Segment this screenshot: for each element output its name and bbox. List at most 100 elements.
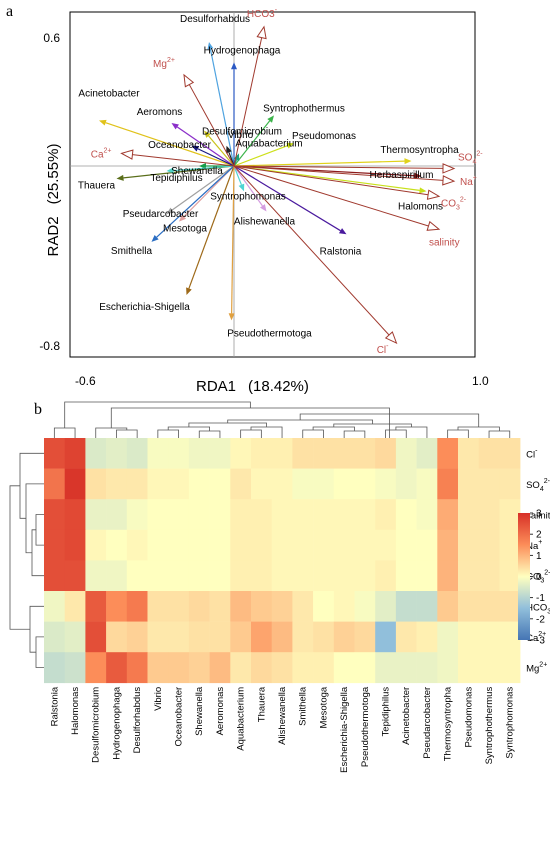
- species-label-shewanella: Shewanella: [171, 166, 223, 177]
- heatmap-cell-salinity-syntrophothermus: [478, 499, 500, 531]
- colorbar-ticks: 3 2 1 0 -1 -2 -3: [530, 509, 545, 647]
- column-label-shewanella: Shewanella: [194, 686, 205, 736]
- species-vector-ralstonia: [233, 165, 347, 235]
- heatmap-cell-mg-shewanella: [188, 652, 210, 684]
- env-label-na: Na+: [460, 175, 477, 188]
- species-vector-thauera: [116, 165, 235, 181]
- heatmap-cell-hco-vibrio: [147, 591, 169, 622]
- heatmap-cell-cl-hydrogenophaga: [106, 438, 128, 469]
- y-axis-title: RAD2(25.55%): [45, 144, 62, 257]
- env-vector-mg: [183, 73, 235, 167]
- heatmap-cell-co-aeromonas: [209, 560, 231, 592]
- row-label-cl: Cl-: [526, 447, 538, 460]
- colorbar-tick-6: -3: [536, 636, 545, 647]
- heatmap-cell-hco-hydrogenophaga: [106, 591, 128, 622]
- heatmap-cell-na-smithella: [292, 529, 314, 561]
- row-label-mg: Mg2+: [526, 662, 547, 675]
- heatmap-cell-so-oceanobacter: [168, 468, 190, 500]
- heatmap-cell-co-pseudothermotoga: [354, 560, 376, 592]
- heatmap-cell-so-escherichia-shigella: [333, 468, 355, 500]
- heatmap-cell-co-tepidiphilus: [375, 560, 397, 592]
- heatmap-cell-mg-acinetobacter: [395, 652, 417, 684]
- heatmap-cell-cl-acinetobacter: [395, 438, 417, 469]
- heatmap-cell-salinity-pseudarcobacter: [416, 499, 438, 531]
- heatmap-cell-ca-aeromonas: [209, 621, 231, 653]
- column-label-acinetobacter: Acinetobacter: [401, 687, 412, 745]
- heatmap-cell-so-mesotoga: [313, 468, 335, 500]
- column-label-vibrio: Vibrio: [153, 687, 164, 711]
- species-vector-halomons: [233, 165, 427, 194]
- heatmap-cell-co-vibrio: [147, 560, 169, 592]
- heatmap-cell-hco-thermosyntropha: [437, 591, 459, 622]
- heatmap-cell-salinity-desulforhabdus: [126, 499, 148, 531]
- heatmap-cell-mg-oceanobacter: [168, 652, 190, 684]
- heatmap-cell-hco-smithella: [292, 591, 314, 622]
- heatmap-cell-mg-pseudomonas: [458, 652, 479, 684]
- species-label-pseudomonas: Pseudomonas: [292, 131, 356, 142]
- heatmap-cell-mg-alishewanella: [271, 652, 293, 684]
- heatmap-cell-hco-acinetobacter: [395, 591, 417, 622]
- env-label-cl: Cl-: [377, 343, 389, 356]
- heatmap-cell-salinity-thauera: [251, 499, 272, 531]
- heatmap-cell-ca-alishewanella: [271, 621, 293, 653]
- heatmap-cell-hco-ralstonia: [44, 591, 65, 622]
- heatmap-cell-mg-vibrio: [147, 652, 169, 684]
- species-vector-pseudarcobacter: [166, 165, 235, 215]
- heatmap-cell-salinity-escherichia-shigella: [333, 499, 355, 531]
- heatmap-cell-so-pseudarcobacter: [416, 468, 438, 500]
- heatmap-cell-so-syntrophomonas: [499, 468, 521, 500]
- heatmap-cell-ca-acinetobacter: [395, 621, 417, 653]
- heatmap-column-labels: Ralstonia Halomonas Desulfomicrobium Hydrog…: [49, 686, 515, 773]
- heatmap-cell-co-pseudomonas: [458, 560, 479, 592]
- heatmap-cell-ca-pseudomonas: [458, 621, 479, 653]
- heatmap-cell-mg-smithella: [292, 652, 314, 684]
- heatmap-cell-cl-pseudarcobacter: [416, 438, 438, 469]
- heatmap-cell-salinity-ralstonia: [44, 499, 65, 531]
- heatmap-cell-co-desulforhabdus: [126, 560, 148, 592]
- biplot-vector-labels: Desulforhabdus Hydrogenophaga Acinetobacte…: [78, 7, 483, 356]
- heatmap-cell-mg-halomonas: [64, 652, 86, 684]
- heatmap-cell-ca-smithella: [292, 621, 314, 653]
- species-label-pseudothermotoga: Pseudothermotoga: [227, 328, 312, 339]
- species-label-escherichia-shigella: Escherichia-Shigella: [99, 302, 190, 313]
- heatmap-cell-hco-desulforhabdus: [126, 591, 148, 622]
- column-label-smithella: Smithella: [298, 686, 309, 726]
- heatmap-cell-co-desulfomicrobium: [85, 560, 107, 592]
- heatmap-cell-salinity-smithella: [292, 499, 314, 531]
- heatmap-cell-so-halomonas: [64, 468, 86, 500]
- species-label-hydrogenophaga: Hydrogenophaga: [204, 45, 281, 56]
- heatmap-cell-cl-syntrophothermus: [478, 438, 500, 469]
- heatmap-cell-na-shewanella: [188, 529, 210, 561]
- heatmap-cell-so-aquabacterium: [230, 468, 252, 500]
- heatmap-cell-cl-escherichia-shigella: [333, 438, 355, 469]
- heatmap-cell-salinity-oceanobacter: [168, 499, 190, 531]
- heatmap-cell-co-oceanobacter: [168, 560, 190, 592]
- row-label-so: SO42-: [526, 478, 550, 493]
- heatmap-cell-na-ralstonia: [44, 529, 65, 561]
- heatmap-cell-co-smithella: [292, 560, 314, 592]
- heatmap-cell-cl-mesotoga: [313, 438, 335, 469]
- panel-a: a Desulforhabdus Hydrogenophaga Acinetobac…: [6, 3, 489, 395]
- heatmap-cell-na-pseudomonas: [458, 529, 479, 561]
- env-label-salinity: salinity: [429, 237, 460, 248]
- species-vector-thermosyntropha: [233, 158, 412, 167]
- biplot-frame: [69, 11, 476, 358]
- species-vector-alishewanella: [233, 165, 267, 212]
- colorbar-tick-0: 3: [536, 509, 542, 520]
- heatmap-cell-so-vibrio: [147, 468, 169, 500]
- column-label-pseudothermotoga: Pseudothermotoga: [360, 686, 371, 767]
- heatmap-cell-ca-halomonas: [64, 621, 86, 653]
- species-label-thermosyntropha: Thermosyntropha: [380, 145, 459, 156]
- heatmap-cell-ca-syntrophothermus: [478, 621, 500, 653]
- heatmap-cell-cl-tepidiphilus: [375, 438, 397, 469]
- column-label-mesotoga: Mesotoga: [318, 686, 329, 728]
- heatmap-cell-na-syntrophothermus: [478, 529, 500, 561]
- column-label-halomonas: Halomonas: [70, 687, 81, 735]
- heatmap-cell-na-pseudarcobacter: [416, 529, 438, 561]
- species-label-halomons: Halomons: [398, 201, 443, 212]
- heatmap-cell-na-aquabacterium: [230, 529, 252, 561]
- heatmap-cell-cl-desulfomicrobium: [85, 438, 107, 469]
- heatmap-cell-mg-ralstonia: [44, 652, 65, 684]
- column-label-pseudomonas: Pseudomonas: [463, 687, 474, 748]
- heatmap-cell-na-halomonas: [64, 529, 86, 561]
